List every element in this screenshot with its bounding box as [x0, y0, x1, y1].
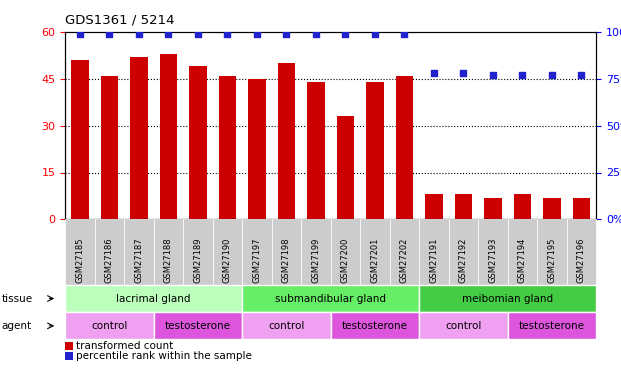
Text: testosterone: testosterone: [165, 321, 231, 331]
Bar: [101, 76, 118, 219]
Point: [517, 72, 527, 78]
Bar: [130, 57, 148, 219]
Point: [340, 31, 350, 37]
Text: testosterone: testosterone: [342, 321, 408, 331]
Point: [311, 31, 321, 37]
Text: GSM27202: GSM27202: [400, 238, 409, 283]
Text: GSM27192: GSM27192: [459, 238, 468, 283]
Text: control: control: [268, 321, 305, 331]
Text: GSM27187: GSM27187: [135, 237, 143, 283]
Text: GSM27191: GSM27191: [430, 238, 438, 283]
Text: lacrimal gland: lacrimal gland: [117, 294, 191, 303]
Bar: [543, 198, 561, 219]
Text: agent: agent: [1, 321, 32, 331]
Text: transformed count: transformed count: [76, 341, 174, 351]
Point: [104, 31, 114, 37]
Text: GSM27197: GSM27197: [253, 238, 261, 283]
Text: submandibular gland: submandibular gland: [275, 294, 386, 303]
Text: GSM27189: GSM27189: [194, 238, 202, 283]
Point: [134, 31, 144, 37]
Text: control: control: [91, 321, 128, 331]
Bar: [425, 194, 443, 219]
Text: tissue: tissue: [1, 294, 32, 303]
Text: GSM27198: GSM27198: [282, 238, 291, 283]
Text: meibomian gland: meibomian gland: [462, 294, 553, 303]
Text: GSM27190: GSM27190: [223, 238, 232, 283]
Bar: [337, 116, 354, 219]
Point: [222, 31, 232, 37]
Bar: [366, 82, 384, 219]
Point: [399, 31, 409, 37]
Point: [193, 31, 203, 37]
Text: GSM27196: GSM27196: [577, 238, 586, 283]
Point: [370, 31, 380, 37]
Text: control: control: [445, 321, 482, 331]
Bar: [189, 66, 207, 219]
Text: GSM27200: GSM27200: [341, 238, 350, 283]
Text: GSM27188: GSM27188: [164, 237, 173, 283]
Point: [429, 70, 439, 76]
Text: GSM27193: GSM27193: [489, 238, 497, 283]
Point: [163, 31, 173, 37]
Bar: [160, 54, 177, 219]
Point: [75, 31, 85, 37]
Text: GSM27194: GSM27194: [518, 238, 527, 283]
Text: GSM27201: GSM27201: [371, 238, 379, 283]
Point: [252, 31, 262, 37]
Text: GSM27199: GSM27199: [312, 238, 320, 283]
Point: [576, 72, 586, 78]
Bar: [71, 60, 89, 219]
Bar: [396, 76, 413, 219]
Point: [458, 70, 468, 76]
Text: percentile rank within the sample: percentile rank within the sample: [76, 351, 252, 361]
Bar: [219, 76, 236, 219]
Text: GSM27185: GSM27185: [76, 238, 84, 283]
Bar: [307, 82, 325, 219]
Bar: [455, 194, 472, 219]
Bar: [278, 63, 295, 219]
Text: testosterone: testosterone: [519, 321, 585, 331]
Point: [281, 31, 291, 37]
Text: GSM27195: GSM27195: [548, 238, 556, 283]
Bar: [248, 79, 266, 219]
Text: GSM27186: GSM27186: [105, 237, 114, 283]
Text: GDS1361 / 5214: GDS1361 / 5214: [65, 13, 175, 26]
Bar: [484, 198, 502, 219]
Bar: [514, 194, 531, 219]
Point: [488, 72, 498, 78]
Point: [547, 72, 557, 78]
Bar: [573, 198, 590, 219]
